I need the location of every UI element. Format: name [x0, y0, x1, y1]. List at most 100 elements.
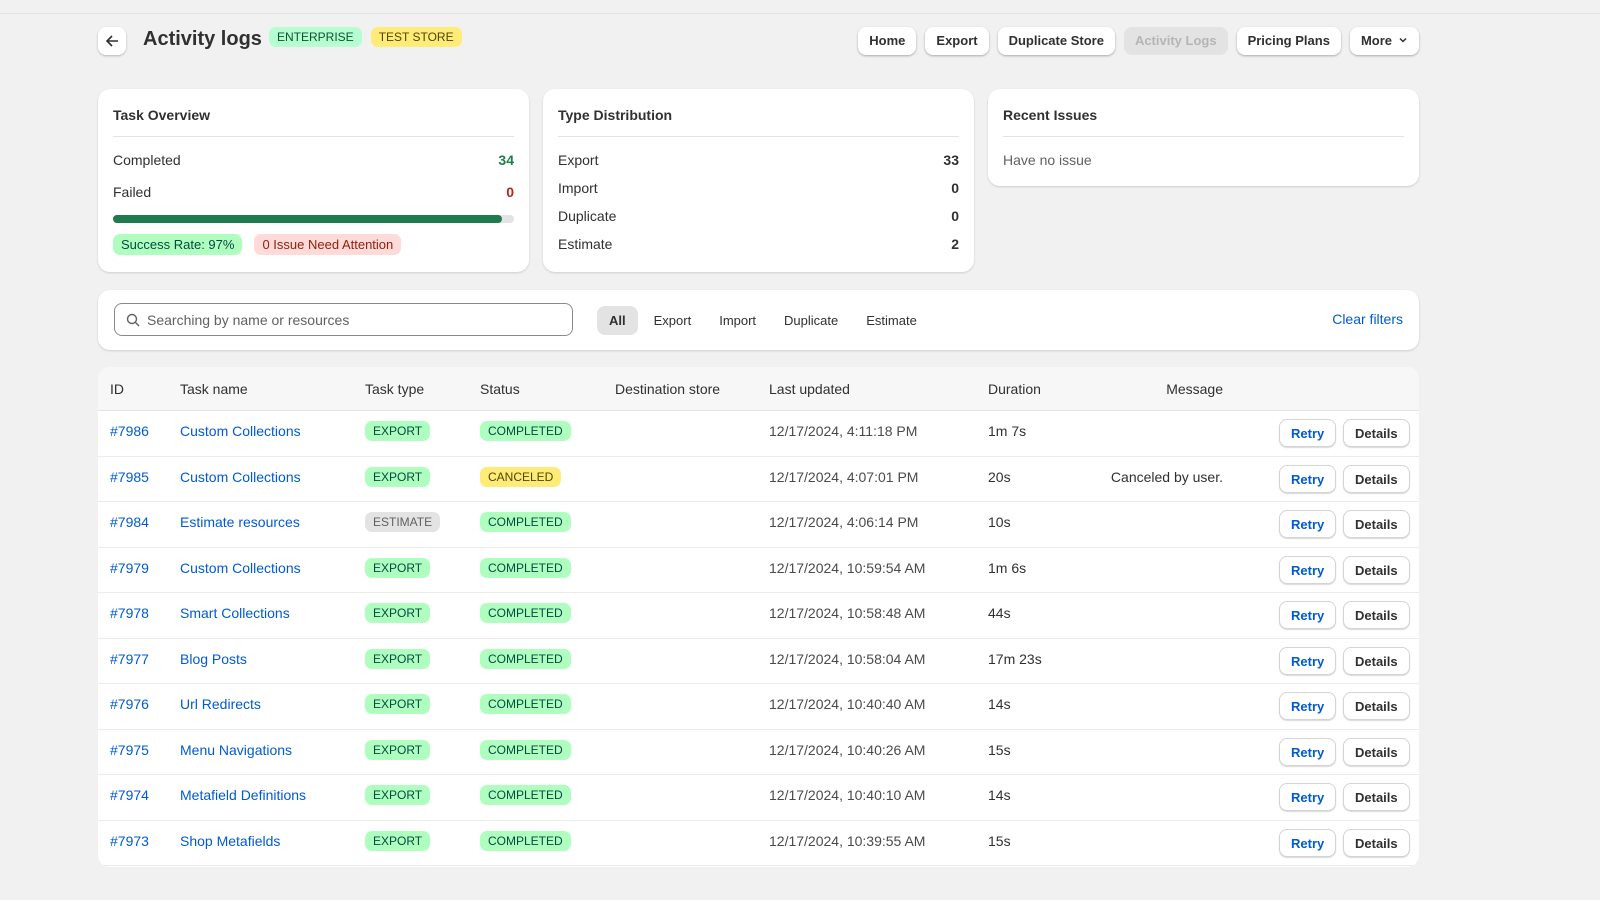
- chevron: [1399, 37, 1407, 43]
- search-placeholder: Searching by name or resources: [147, 311, 350, 328]
- task-name[interactable]: Shop Metafields: [180, 832, 281, 849]
- task-id[interactable]: #7977: [110, 650, 149, 667]
- last-updated: 12/17/2024, 4:11:18 PM: [769, 423, 918, 439]
- task-type-badge: ESTIMATE: [365, 512, 441, 532]
- duration: 1m 7s: [988, 423, 1027, 439]
- filter-tab[interactable]: Export: [653, 313, 692, 328]
- retry-button[interactable]: Retry: [1279, 555, 1337, 584]
- recent-issues-card: Recent Issues Have no issue: [988, 89, 1419, 186]
- status-cell: COMPLETED: [480, 785, 571, 805]
- filter-tab[interactable]: All: [597, 306, 638, 335]
- nav-button[interactable]: Pricing Plans: [1236, 27, 1341, 55]
- last-updated: 12/17/2024, 10:40:10 AM: [769, 787, 926, 803]
- nav-button-label: Duplicate Store: [1008, 33, 1104, 48]
- nav-button[interactable]: Export: [925, 27, 989, 55]
- task-name[interactable]: Menu Navigations: [180, 741, 293, 758]
- details-button[interactable]: Details: [1343, 828, 1410, 857]
- table-row: #7978 Smart Collections EXPORT COMPLETED 12/…: [98, 593, 1419, 639]
- task-type-badge: EXPORT: [365, 421, 431, 441]
- task-id[interactable]: #7978: [110, 605, 149, 621]
- progress-fill: [113, 215, 502, 223]
- task-name[interactable]: Custom Collections: [180, 423, 301, 439]
- retry-button[interactable]: Retry: [1279, 737, 1337, 766]
- task-name[interactable]: Custom Collections: [180, 468, 301, 485]
- stat-value: 34: [498, 152, 514, 168]
- task-name[interactable]: Estimate resources: [180, 514, 300, 530]
- status-badge: CANCELED: [480, 466, 562, 487]
- task-id[interactable]: #7985: [110, 468, 149, 485]
- retry-button[interactable]: Retry: [1279, 419, 1337, 447]
- task-name[interactable]: Url Redirects: [180, 696, 261, 712]
- details-button[interactable]: Details: [1343, 510, 1410, 538]
- task-type-badge: EXPORT: [365, 648, 431, 669]
- filter-tab[interactable]: Import: [719, 313, 757, 328]
- stat-value: 0: [951, 208, 959, 224]
- filter-tab[interactable]: Duplicate: [784, 313, 839, 328]
- retry-button[interactable]: Retry: [1279, 828, 1337, 857]
- retry-button[interactable]: Retry: [1279, 646, 1337, 675]
- duration: 1m 6s: [988, 559, 1027, 576]
- column-header: ID: [110, 381, 124, 397]
- status-badge: COMPLETED: [480, 785, 571, 805]
- stat-row: Failed 0: [113, 184, 514, 200]
- task-id[interactable]: #7986: [110, 423, 149, 439]
- details-button[interactable]: Details: [1343, 737, 1410, 766]
- details-button[interactable]: Details: [1343, 464, 1410, 493]
- task-name[interactable]: Metafield Definitions: [180, 787, 307, 803]
- last-updated: 12/17/2024, 10:40:40 AM: [769, 696, 926, 712]
- success-badge: Success Rate: 97%: [113, 234, 243, 255]
- task-id[interactable]: #7979: [110, 559, 149, 576]
- column-header: Last updated: [769, 381, 850, 397]
- stat-value: 33: [943, 152, 959, 168]
- task-name[interactable]: Blog Posts: [180, 650, 247, 667]
- search-input[interactable]: Searching by name or resources: [114, 303, 573, 336]
- nav-button[interactable]: Home: [858, 27, 917, 55]
- status-badge: COMPLETED: [480, 739, 571, 760]
- task-type-cell: EXPORT: [365, 739, 431, 760]
- task-type-cell: EXPORT: [365, 694, 431, 714]
- status-cell: COMPLETED: [480, 694, 571, 714]
- table-row: #7984 Estimate resources ESTIMATE COMPLETED…: [98, 502, 1419, 548]
- duration: 15s: [988, 832, 1011, 849]
- retry-button[interactable]: Retry: [1279, 783, 1337, 811]
- table-row: #7973 Shop Metafields EXPORT COMPLETED 12/17…: [98, 821, 1419, 866]
- stat-row: Import 0: [558, 180, 959, 196]
- task-name[interactable]: Custom Collections: [180, 559, 301, 576]
- back-button[interactable]: [98, 27, 126, 55]
- details-button[interactable]: Details: [1343, 692, 1410, 720]
- retry-button[interactable]: Retry: [1279, 692, 1337, 720]
- status-badge: COMPLETED: [480, 421, 571, 441]
- details-button[interactable]: Details: [1343, 783, 1410, 811]
- clear-filters[interactable]: Clear filters: [1332, 311, 1403, 327]
- details-button[interactable]: Details: [1343, 601, 1410, 629]
- table-row: #7986 Custom Collections EXPORT COMPLETED 12…: [98, 411, 1419, 457]
- status-badge: COMPLETED: [480, 830, 571, 851]
- task-id[interactable]: #7973: [110, 832, 149, 849]
- task-id[interactable]: #7975: [110, 741, 149, 758]
- nav-button[interactable]: Duplicate Store: [997, 27, 1115, 55]
- details-button[interactable]: Details: [1343, 646, 1410, 675]
- table-header: ID Task name Task type Status Destination st…: [98, 367, 1419, 411]
- details-button[interactable]: Details: [1343, 555, 1410, 584]
- task-id[interactable]: #7976: [110, 696, 149, 712]
- task-id[interactable]: #7984: [110, 514, 149, 530]
- nav-button: Activity Logs: [1123, 27, 1228, 55]
- task-name[interactable]: Smart Collections: [180, 605, 290, 621]
- table-row: #7977 Blog Posts EXPORT COMPLETED 12/17/2024…: [98, 639, 1419, 684]
- status-cell: COMPLETED: [480, 648, 571, 669]
- stat-label: Estimate: [558, 236, 613, 252]
- task-id[interactable]: #7974: [110, 787, 149, 803]
- nav-button[interactable]: More: [1349, 27, 1419, 55]
- status-cell: COMPLETED: [480, 512, 571, 532]
- retry-button[interactable]: Retry: [1279, 510, 1337, 538]
- details-button[interactable]: Details: [1343, 419, 1410, 447]
- status-cell: COMPLETED: [480, 830, 571, 851]
- retry-button[interactable]: Retry: [1279, 464, 1337, 493]
- retry-button[interactable]: Retry: [1279, 601, 1337, 629]
- task-type-cell: EXPORT: [365, 466, 431, 487]
- task-type-cell: EXPORT: [365, 830, 431, 851]
- card-title: Task Overview: [113, 89, 514, 137]
- filter-tab[interactable]: Estimate: [866, 313, 917, 328]
- stat-label: Completed: [113, 152, 181, 168]
